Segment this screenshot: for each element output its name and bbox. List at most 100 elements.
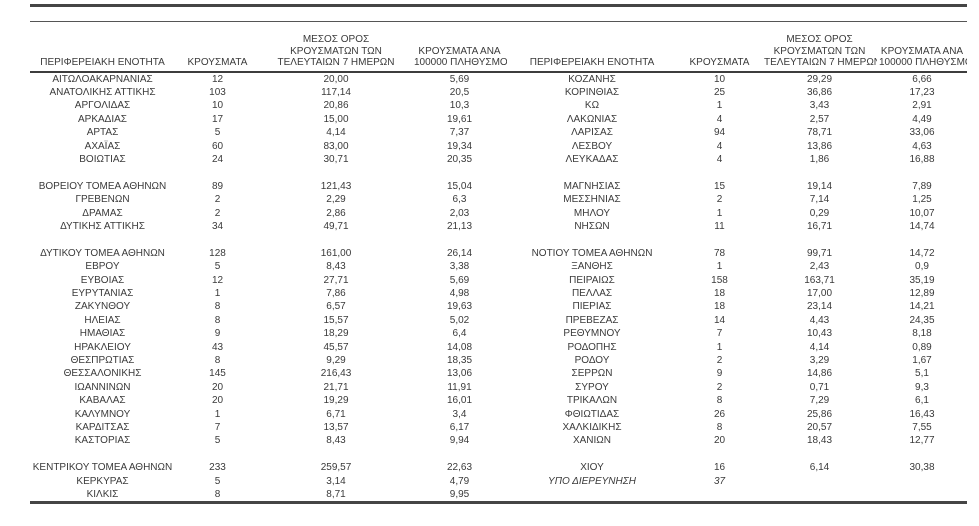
table-row: ΚΕΝΤΡΙΚΟΥ ΤΟΜΕΑ ΑΘΗΝΩΝ 233 259,57 22,63 ΧΙΟΥ… bbox=[30, 461, 967, 474]
cases-cell: 5 bbox=[214, 261, 221, 273]
per100k-cell: 9,94 bbox=[449, 435, 470, 447]
per100k-cell: 10,07 bbox=[909, 207, 935, 219]
per100k-cell: 12,77 bbox=[909, 435, 935, 447]
per100k-cell: 4,79 bbox=[449, 475, 470, 487]
cases-cell: 8 bbox=[214, 489, 221, 501]
cases-cell: 12 bbox=[211, 274, 224, 286]
table-row: ΖΑΚΥΝΘΟΥ 8 6,57 19,63 ΠΙΕΡΙΑΣ 18 23,14 14,21 bbox=[30, 300, 967, 313]
per100k-cell: 26,14 bbox=[446, 247, 473, 259]
avg7-cell: 1,86 bbox=[809, 153, 830, 165]
region-name-cell: ΗΜΑΘΙΑΣ bbox=[79, 328, 126, 340]
avg7-cell: 49,71 bbox=[323, 220, 349, 232]
header-avg7-left-line3: ΤΕΛΕΥΤΑΙΩΝ 7 ΗΜΕΡΩΝ bbox=[277, 57, 395, 68]
table-row: ΘΕΣΣΑΛΟΝΙΚΗΣ 145 216,43 13,06 ΣΕΡΡΩΝ 9 14,86 5,… bbox=[30, 367, 967, 380]
region-name-cell: ΚΟΖΑΝΗΣ bbox=[568, 73, 616, 85]
per100k-cell: 19,61 bbox=[446, 113, 473, 125]
avg7-cell: 6,14 bbox=[809, 462, 830, 474]
per100k-cell: 20,35 bbox=[446, 153, 473, 165]
header-per100k-left-line2: 100000 ΠΛΗΘΥΣΜΟ bbox=[414, 57, 507, 68]
cases-cell: 11 bbox=[714, 220, 725, 232]
table-row: ΔΥΤΙΚΟΥ ΤΟΜΕΑ ΑΘΗΝΩΝ 128 161,00 26,14 ΝΟΤΙΟΥ… bbox=[30, 247, 967, 260]
cases-cell: 10 bbox=[211, 100, 224, 112]
avg7-cell bbox=[762, 166, 877, 179]
avg7-cell: 6,71 bbox=[326, 408, 346, 420]
table-row: ΔΥΤΙΚΗΣ ΑΤΤΙΚΗΣ 34 49,71 21,13 ΝΗΣΩΝ 11 16,71 1… bbox=[30, 220, 967, 233]
table-row: ΚΑΣΤΟΡΙΑΣ 5 8,43 9,94 ΧΑΝΙΩΝ 20 18,43 12,77 bbox=[30, 434, 967, 447]
region-name-cell: ΔΥΤΙΚΟΥ ΤΟΜΕΑ ΑΘΗΝΩΝ bbox=[40, 247, 165, 259]
region-name-cell: ΧΙΟΥ bbox=[580, 462, 604, 474]
per100k-cell: 6,3 bbox=[452, 194, 467, 206]
avg7-cell: 0,29 bbox=[809, 207, 830, 219]
region-name-cell: ΦΘΙΩΤΙΔΑΣ bbox=[564, 408, 620, 420]
avg7-cell: 4,14 bbox=[809, 341, 830, 353]
per100k-cell: 5,02 bbox=[449, 314, 470, 326]
avg7-cell bbox=[762, 233, 877, 246]
avg7-cell: 20,86 bbox=[323, 100, 349, 112]
table-row: ΚΕΡΚΥΡΑΣ 5 3,14 4,79 ΥΠΟ ΔΙΕΡΕΥΝΗΣΗ 37 bbox=[30, 475, 967, 488]
per100k-cell: 9,3 bbox=[915, 381, 929, 393]
report-page: ΠΕΡΙΦΕΡΕΙΑΚΗ ΕΝΟΤΗΤΑ ΚΡΟΥΣΜΑΤΑ ΜΕΣΟΣ ΟΡΟ… bbox=[30, 4, 967, 505]
cases-cell bbox=[677, 233, 762, 246]
header-avg7-right-line2: ΚΡΟΥΣΜΑΤΩΝ ΤΩΝ bbox=[773, 45, 866, 57]
per100k-cell: 5,1 bbox=[915, 368, 929, 380]
cases-cell: 26 bbox=[713, 408, 726, 420]
region-name-cell: ΒΟΡΕΙΟΥ ΤΟΜΕΑ ΑΘΗΝΩΝ bbox=[38, 180, 167, 192]
per100k-cell: 24,35 bbox=[909, 314, 935, 326]
cases-cell: 2 bbox=[716, 381, 723, 393]
region-name-cell: ΚΑΒΑΛΑΣ bbox=[79, 395, 126, 407]
region-name-cell: ΞΑΝΘΗΣ bbox=[571, 261, 613, 273]
per100k-cell: 14,72 bbox=[909, 247, 935, 259]
region-name-cell: ΜΑΓΝΗΣΙΑΣ bbox=[563, 180, 621, 192]
header-avg7-right-line1: ΜΕΣΟΣ ΟΡΟΣ bbox=[786, 34, 853, 45]
per100k-cell bbox=[412, 448, 507, 461]
avg7-cell: 29,29 bbox=[806, 73, 833, 85]
cases-cell: 1 bbox=[214, 287, 221, 299]
cases-cell: 89 bbox=[211, 180, 224, 192]
per100k-cell: 0,89 bbox=[912, 341, 932, 353]
avg7-cell: 25,86 bbox=[806, 408, 833, 420]
per100k-cell: 20,5 bbox=[449, 86, 470, 98]
region-name-cell: ΠΕΙΡΑΙΩΣ bbox=[569, 274, 615, 286]
avg7-cell: 17,00 bbox=[806, 287, 833, 299]
avg7-cell: 3,29 bbox=[809, 355, 830, 366]
avg7-cell: 117,14 bbox=[321, 86, 351, 98]
table-row: ΒΟΙΩΤΙΑΣ 24 30,71 20,35 ΛΕΥΚΑΔΑΣ 4 1,86 16,88 bbox=[30, 153, 967, 166]
per100k-cell: 5,69 bbox=[449, 274, 470, 286]
region-name-cell: ΙΩΑΝΝΙΝΩΝ bbox=[74, 381, 131, 393]
per100k-cell: 22,63 bbox=[446, 462, 473, 474]
cases-cell: 4 bbox=[716, 153, 723, 165]
avg7-cell: 27,71 bbox=[323, 274, 349, 286]
per100k-cell bbox=[877, 166, 967, 179]
region-name-cell: ΔΡΑΜΑΣ bbox=[82, 207, 123, 219]
avg7-cell: 259,57 bbox=[320, 462, 352, 474]
avg7-cell: 18,43 bbox=[806, 435, 833, 447]
region-name-cell: ΠΙΕΡΙΑΣ bbox=[572, 301, 612, 313]
region-name-cell: ΚΕΝΤΡΙΚΟΥ ΤΟΜΕΑ ΑΘΗΝΩΝ bbox=[32, 462, 173, 474]
per100k-cell: 1,67 bbox=[912, 355, 932, 366]
region-name-cell: ΑΝΑΤΟΛΙΚΗΣ ΑΤΤΙΚΗΣ bbox=[49, 86, 156, 98]
table-row: ΑΡΓΟΛΙΔΑΣ 10 20,86 10,3 ΚΩ 1 3,43 2,91 bbox=[30, 99, 967, 112]
per100k-cell: 16,88 bbox=[909, 153, 935, 165]
per100k-cell: 7,89 bbox=[912, 180, 932, 192]
table-row: ΓΡΕΒΕΝΩΝ 2 2,29 6,3 ΜΕΣΣΗΝΙΑΣ 2 7,14 1,25 bbox=[30, 193, 967, 206]
region-name-cell: ΤΡΙΚΑΛΩΝ bbox=[566, 395, 618, 407]
avg7-cell: 2,43 bbox=[809, 261, 830, 273]
cases-cell: 10 bbox=[713, 73, 726, 85]
table-row: ΑΧΑΪΑΣ 60 83,00 19,34 ΛΕΣΒΟΥ 4 13,86 4,63 bbox=[30, 140, 967, 153]
region-name-cell: ΑΙΤΩΛΟΑΚΑΡΝΑΝΙΑΣ bbox=[52, 73, 153, 85]
cases-cell: 4 bbox=[716, 113, 723, 125]
avg7-cell: 6,57 bbox=[326, 301, 346, 313]
cases-cell: 1 bbox=[716, 100, 723, 112]
per100k-cell: 14,08 bbox=[446, 341, 473, 353]
per100k-cell: 2,91 bbox=[912, 100, 932, 112]
per100k-cell: 11,91 bbox=[447, 381, 472, 393]
table-row: ΑΡΤΑΣ 5 4,14 7,37 ΛΑΡΙΣΑΣ 94 78,71 33,06 bbox=[30, 126, 967, 139]
avg7-cell: 18,29 bbox=[323, 328, 349, 340]
region-name-cell: ΛΑΚΩΝΙΑΣ bbox=[566, 113, 618, 125]
region-name-cell: ΠΡΕΒΕΖΑΣ bbox=[565, 314, 619, 326]
table-row: ΕΥΡΥΤΑΝΙΑΣ 1 7,86 4,98 ΠΕΛΛΑΣ 18 17,00 12,89 bbox=[30, 287, 967, 300]
region-name-cell bbox=[30, 448, 175, 461]
avg7-cell: 21,71 bbox=[323, 381, 349, 393]
cases-cell bbox=[677, 166, 762, 179]
cases-cell: 8 bbox=[214, 301, 221, 313]
